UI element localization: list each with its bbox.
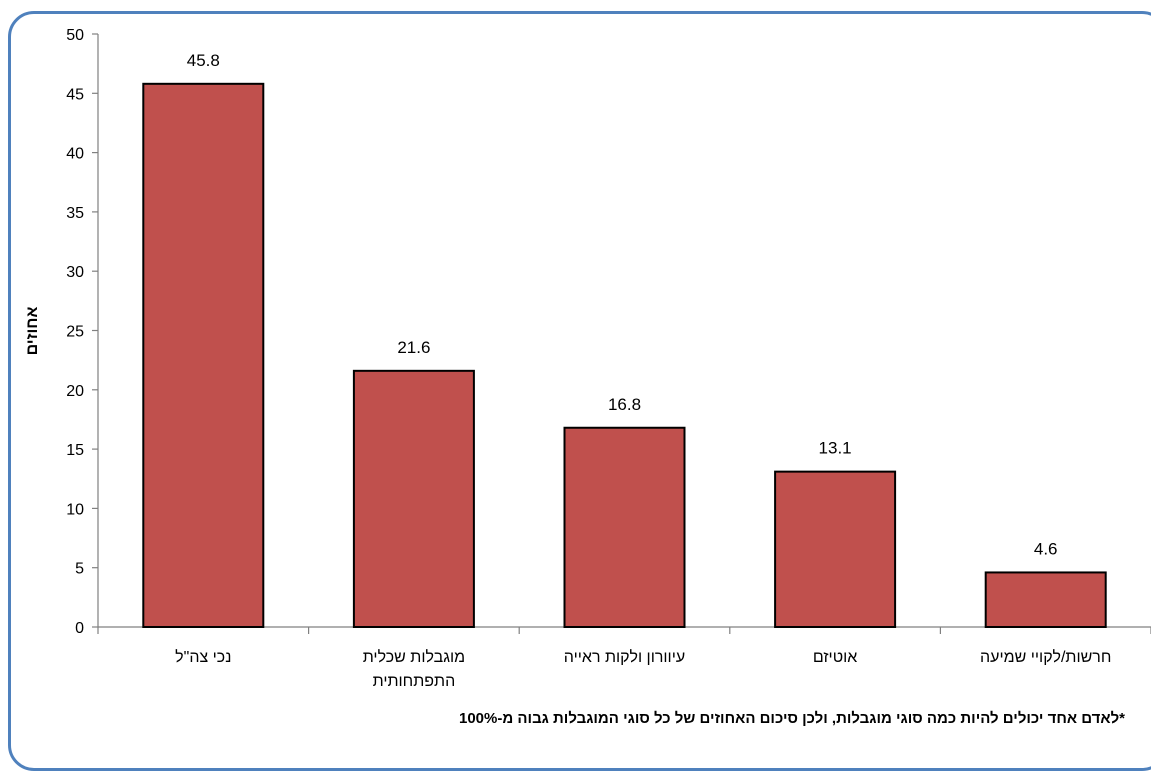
y-tick-label: 35	[66, 205, 84, 222]
bar	[774, 470, 897, 628]
bar	[142, 82, 265, 628]
y-tick-label: 0	[75, 620, 84, 637]
x-category-label: התפתחותית	[373, 673, 456, 690]
bar	[563, 426, 686, 629]
y-tick-label: 50	[66, 27, 84, 44]
bar	[984, 571, 1107, 628]
bar-chart: 0 5 10 15 20 25 30 35 40 45 50 נכי צה"ל מוגבלות שכל…	[24, 27, 1151, 690]
x-category-label: חרשות/לקויי שמיעה	[980, 648, 1111, 666]
x-axis: נכי צה"ל מוגבלות שכלית התפתחותית עיוורון ול…	[97, 626, 1151, 690]
y-tick-label: 40	[66, 146, 84, 163]
y-axis-label: אחוזים	[24, 307, 41, 356]
x-category-label: אוטיזם	[813, 649, 858, 666]
y-tick-label: 10	[66, 501, 84, 518]
x-category-label: עיוורון ולקות ראייה	[564, 648, 685, 666]
y-tick-label: 15	[66, 442, 84, 459]
y-tick-label: 25	[66, 324, 84, 341]
bar-value-label: 13.1	[819, 439, 852, 458]
footnote: *לאדם אחד יכולים להיות כמה סוגי מוגבלות,…	[458, 710, 1125, 727]
bar-value-label: 4.6	[1034, 539, 1058, 558]
y-tick-label: 20	[66, 383, 84, 400]
data-labels: 45.8 21.6 16.8 13.1 4.6	[187, 51, 1058, 559]
bar-value-label: 16.8	[608, 395, 641, 414]
bar	[352, 369, 475, 628]
bar-value-label: 45.8	[187, 51, 220, 70]
bars	[142, 82, 1107, 629]
x-category-label: מוגבלות שכלית	[363, 648, 465, 666]
y-tick-label: 45	[66, 86, 84, 103]
bar-value-label: 21.6	[397, 338, 430, 357]
y-axis: 0 5 10 15 20 25 30 35 40 45 50	[66, 27, 99, 637]
y-tick-label: 5	[75, 561, 84, 578]
y-tick-label: 30	[66, 264, 84, 281]
x-category-label: נכי צה"ל	[175, 648, 231, 666]
